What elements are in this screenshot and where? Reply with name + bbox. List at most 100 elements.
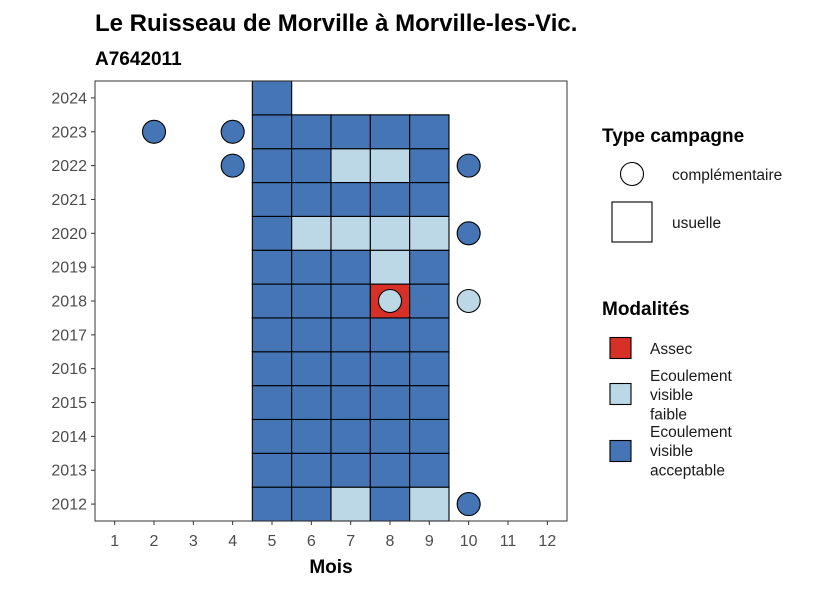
tile-2019-7 (330, 249, 371, 285)
tile-2014-7 (330, 418, 371, 454)
tile-2013-9 (409, 452, 450, 488)
point-2023-4 (220, 119, 245, 144)
tile-2020-7 (330, 215, 371, 251)
complementaire-points (141, 119, 481, 517)
tile-2018-6 (291, 283, 332, 319)
legend-label-usuelle: usuelle (672, 215, 721, 232)
chart-title: Le Ruisseau de Morville à Morville-les-V… (95, 10, 577, 37)
tile-2024-5 (251, 80, 293, 116)
usuelle-tiles (251, 80, 450, 522)
tile-2015-6 (291, 385, 332, 421)
tile-2023-5 (251, 114, 293, 150)
y-tick-label-2019: 2019 (51, 260, 87, 277)
x-tick-label-12: 12 (538, 533, 556, 550)
tile-2023-9 (409, 114, 450, 150)
legend-type-campagne: Type campagne complémentaire usuelle (602, 126, 782, 243)
tile-2017-8 (369, 317, 411, 353)
tile-2020-8 (369, 215, 411, 251)
y-tick-label-2013: 2013 (51, 463, 87, 480)
tile-2022-7 (330, 148, 371, 184)
tile-2023-8 (369, 114, 411, 150)
tile-2016-6 (291, 351, 332, 387)
legend-type-title: Type campagne (602, 126, 744, 147)
tile-2014-8 (369, 418, 411, 454)
tile-2015-8 (369, 385, 411, 421)
tile-2017-9 (409, 317, 450, 353)
legend-label-faible: Ecoulement visible faible (650, 368, 733, 423)
tile-2019-6 (291, 249, 332, 285)
y-tick-label-2014: 2014 (51, 429, 87, 446)
y-tick-label-2016: 2016 (51, 361, 87, 378)
legend-label-complementaire: complémentaire (672, 167, 782, 184)
tile-2017-7 (330, 317, 371, 353)
legend-key-assec (609, 336, 632, 360)
tile-2015-7 (330, 385, 371, 421)
tile-2021-9 (409, 181, 450, 217)
point-2020-10 (456, 221, 481, 246)
tile-2020-6 (291, 215, 332, 251)
chart-subtitle: A7642011 (95, 49, 182, 70)
tile-2013-8 (369, 452, 411, 488)
tile-2013-7 (330, 452, 371, 488)
tile-2017-5 (251, 317, 293, 353)
x-tick-label-7: 7 (346, 533, 355, 550)
y-axis: 2012 2013 2014 2015 2016 2017 2018 2019 2020 2021… (51, 90, 95, 514)
x-tick-label-3: 3 (189, 533, 198, 550)
tile-2018-5 (251, 283, 293, 319)
x-tick-label-5: 5 (268, 533, 277, 550)
y-tick-label-2022: 2022 (51, 158, 87, 175)
tile-2022-8 (369, 148, 411, 184)
tile-2022-9 (409, 148, 450, 184)
tile-2015-9 (409, 385, 450, 421)
tile-2017-6 (291, 317, 332, 353)
tile-2023-7 (330, 114, 371, 150)
y-tick-label-2017: 2017 (51, 327, 87, 344)
tile-2018-7 (330, 283, 371, 319)
point-2012-10 (456, 492, 481, 517)
tile-2016-9 (409, 351, 450, 387)
tile-2014-9 (409, 418, 450, 454)
x-tick-label-9: 9 (425, 533, 434, 550)
tile-2012-7 (330, 486, 371, 522)
y-tick-label-2020: 2020 (51, 226, 87, 243)
x-tick-label-6: 6 (307, 533, 316, 550)
tile-2018-9 (409, 283, 450, 319)
legend-key-acceptable (609, 439, 632, 463)
x-tick-label-1: 1 (110, 533, 119, 550)
tile-2021-5 (251, 181, 293, 217)
tile-2022-6 (291, 148, 332, 184)
point-2018-10 (456, 288, 481, 314)
y-tick-label-2012: 2012 (51, 497, 87, 514)
tile-2014-5 (251, 418, 293, 454)
tile-2016-8 (369, 351, 411, 387)
y-tick-label-2024: 2024 (51, 90, 87, 107)
legend-key-faible (609, 382, 632, 406)
point-2022-4 (220, 153, 245, 178)
tile-2023-6 (291, 114, 332, 150)
point-2018-8 (377, 288, 403, 314)
tile-2013-5 (251, 452, 293, 488)
tile-2019-9 (409, 249, 450, 285)
tile-2015-5 (251, 385, 293, 421)
tile-2019-5 (251, 249, 293, 285)
tile-2012-8 (369, 486, 411, 522)
y-tick-label-2021: 2021 (51, 192, 87, 209)
point-2023-2 (141, 119, 167, 144)
tile-2021-8 (369, 181, 411, 217)
tile-2014-6 (291, 418, 332, 454)
legend-label-assec: Assec (650, 341, 692, 358)
tile-2012-6 (291, 486, 332, 522)
tile-2022-5 (251, 148, 293, 184)
x-tick-label-2: 2 (150, 533, 159, 550)
y-tick-label-2018: 2018 (51, 294, 87, 311)
y-tick-label-2015: 2015 (51, 395, 87, 412)
legend-label-acceptable: Ecoulement visible acceptable (650, 424, 733, 479)
tile-2021-6 (291, 181, 332, 217)
tile-2019-8 (369, 249, 411, 285)
x-tick-label-11: 11 (500, 533, 517, 550)
tile-2016-7 (330, 351, 371, 387)
tile-2016-5 (251, 351, 293, 387)
legend-key-complementaire (619, 161, 645, 187)
x-axis-title: Mois (309, 557, 352, 578)
